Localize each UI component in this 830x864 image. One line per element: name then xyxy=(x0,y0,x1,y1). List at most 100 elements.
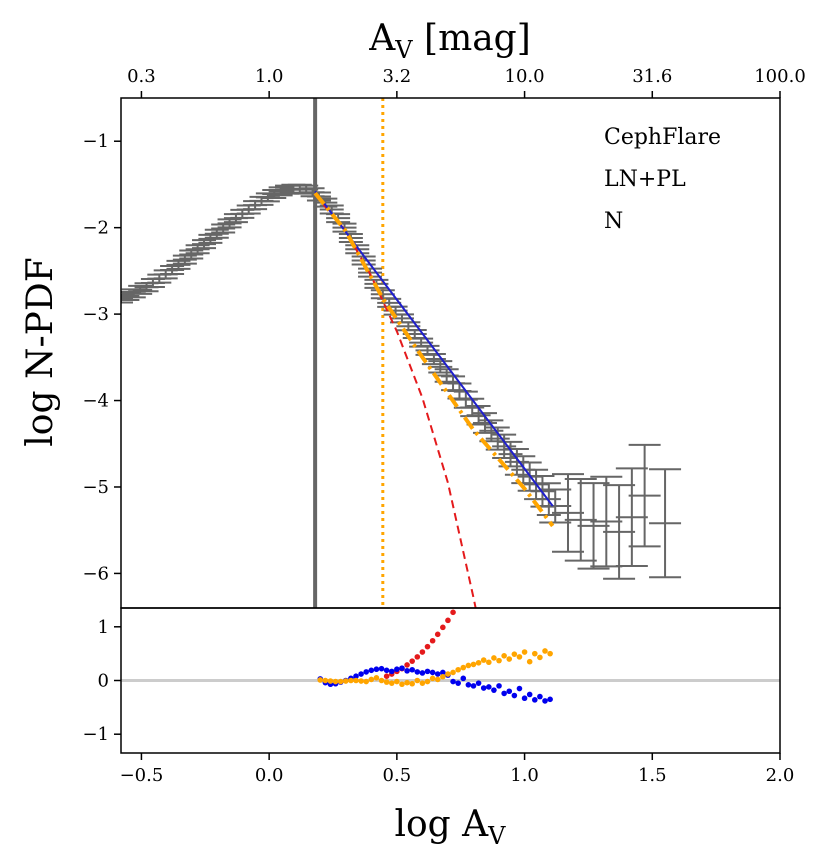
x-tick-label: 0.0 xyxy=(255,765,284,786)
annotation-fit: N xyxy=(604,209,623,234)
residual-point-power-law-residual xyxy=(521,695,528,702)
residual-point-log-normal-residual xyxy=(419,649,426,655)
data-point xyxy=(185,244,210,255)
fit-ln-pl-combined xyxy=(313,191,555,528)
residual-point-power-law-residual xyxy=(516,685,523,692)
residual-point-ln-pl-residual xyxy=(317,677,324,683)
data-point xyxy=(172,254,197,265)
y-tick-label: −5 xyxy=(82,477,109,498)
residual-panel-content xyxy=(121,609,780,704)
residual-point-power-law-residual xyxy=(429,669,436,676)
residual-point-ln-pl-residual xyxy=(342,678,349,684)
residual-point-ln-pl-residual xyxy=(378,677,385,684)
residual-point-ln-pl-residual xyxy=(445,671,451,677)
data-point xyxy=(179,249,204,260)
residual-point-ln-pl-residual xyxy=(429,675,436,682)
residual-point-ln-pl-residual xyxy=(322,677,329,684)
residual-point-power-law-residual xyxy=(460,675,467,682)
residual-point-log-normal-residual xyxy=(409,658,415,664)
legend-annotations: CephFlare LN+PL N xyxy=(604,125,721,234)
residual-point-power-law-residual xyxy=(491,687,497,693)
top-tick-label: 31.6 xyxy=(632,66,672,87)
residual-point-power-law-residual xyxy=(414,669,421,675)
data-point xyxy=(539,488,572,524)
data-point xyxy=(551,473,584,553)
residual-y-tick-label: 1 xyxy=(98,617,109,638)
residual-point-power-law-residual xyxy=(368,667,375,674)
residual-point-ln-pl-residual xyxy=(394,678,400,685)
x-tick-label: −0.5 xyxy=(120,765,164,786)
residual-point-power-law-residual xyxy=(383,667,390,674)
main-panel: CephFlare LN+PL N xyxy=(120,97,781,609)
y-tick-label: −4 xyxy=(82,391,109,412)
residual-point-ln-pl-residual xyxy=(337,678,344,685)
residual-point-log-normal-residual xyxy=(434,631,441,638)
residual-point-ln-pl-residual xyxy=(491,655,497,661)
y-tick-label: −2 xyxy=(82,218,109,239)
residual-point-ln-pl-residual xyxy=(363,678,370,685)
residual-y-tick-label: 0 xyxy=(98,671,109,692)
annotation-model: LN+PL xyxy=(604,167,686,192)
top-tick-label: 10.0 xyxy=(505,66,545,87)
residual-point-ln-pl-residual xyxy=(506,656,513,662)
residual-point-power-law-residual xyxy=(511,692,518,699)
data-point xyxy=(603,484,636,580)
y-axis-label: log N-PDF xyxy=(20,257,61,446)
x-tick-label: 1.0 xyxy=(510,765,539,786)
residual-point-power-law-residual xyxy=(531,697,538,703)
x-tick-label: 2.0 xyxy=(766,765,795,786)
residual-point-power-law-residual xyxy=(419,670,426,676)
top-tick-label: 1.0 xyxy=(255,66,284,87)
residual-point-power-law-residual xyxy=(353,673,359,680)
top-axis-label: AV [mag] xyxy=(368,18,531,64)
residual-point-power-law-residual xyxy=(455,680,461,686)
data-point xyxy=(198,233,223,244)
residual-point-power-law-residual xyxy=(394,666,400,673)
residual-point-ln-pl-residual xyxy=(531,650,538,657)
residual-point-log-normal-residual xyxy=(383,673,390,680)
residual-point-ln-pl-residual xyxy=(475,659,482,666)
data-point xyxy=(577,482,610,570)
residual-point-power-law-residual xyxy=(542,698,548,704)
residual-point-log-normal-residual xyxy=(450,609,456,616)
residual-point-log-normal-residual xyxy=(440,624,446,631)
residual-point-power-law-residual xyxy=(399,665,405,671)
residual-point-power-law-residual xyxy=(373,666,380,673)
residual-point-ln-pl-residual xyxy=(511,651,518,657)
axes-ticks: −0.5 0.0 0.5 1.0 1.5 2.0 0.3 1.0 3.2 10.0 31.6 100.… xyxy=(82,66,805,786)
top-axis-label-rest: [mag] xyxy=(413,18,531,59)
top-tick-label: 100.0 xyxy=(754,66,806,87)
data-point xyxy=(428,360,453,374)
residual-point-power-law-residual xyxy=(475,680,482,686)
residual-point-ln-pl-residual xyxy=(424,678,431,685)
residual-point-log-normal-residual xyxy=(404,662,410,668)
residual-point-power-law-residual xyxy=(486,684,492,690)
residual-point-ln-pl-residual xyxy=(332,678,339,685)
top-tick-label: 3.2 xyxy=(383,66,412,87)
residual-point-power-law-residual xyxy=(358,671,364,677)
residual-point-ln-pl-residual xyxy=(496,657,502,664)
residual-point-power-law-residual xyxy=(526,691,533,698)
residual-point-power-law-residual xyxy=(388,668,395,675)
residual-point-ln-pl-residual xyxy=(516,654,523,660)
residual-point-power-law-residual xyxy=(440,669,446,676)
residual-point-ln-pl-residual xyxy=(348,677,354,684)
x-axis-label: log AV xyxy=(394,804,506,850)
data-point xyxy=(204,228,229,239)
main-panel-content xyxy=(121,98,682,608)
residual-point-power-law-residual xyxy=(363,669,370,675)
residual-y-tick-label: −1 xyxy=(82,724,109,745)
residual-point-log-normal-residual xyxy=(424,643,431,650)
data-point xyxy=(192,239,217,250)
residual-point-power-law-residual xyxy=(434,671,441,677)
y-tick-label: −3 xyxy=(82,304,109,325)
residual-point-power-law-residual xyxy=(537,693,543,700)
x-tick-label: 1.5 xyxy=(638,765,667,786)
residual-point-power-law-residual xyxy=(480,685,487,691)
residual-point-power-law-residual xyxy=(470,683,477,689)
residual-point-ln-pl-residual xyxy=(470,661,477,668)
residual-point-ln-pl-residual xyxy=(450,669,456,676)
residual-point-log-normal-residual xyxy=(414,654,421,660)
residual-point-ln-pl-residual xyxy=(327,678,334,684)
